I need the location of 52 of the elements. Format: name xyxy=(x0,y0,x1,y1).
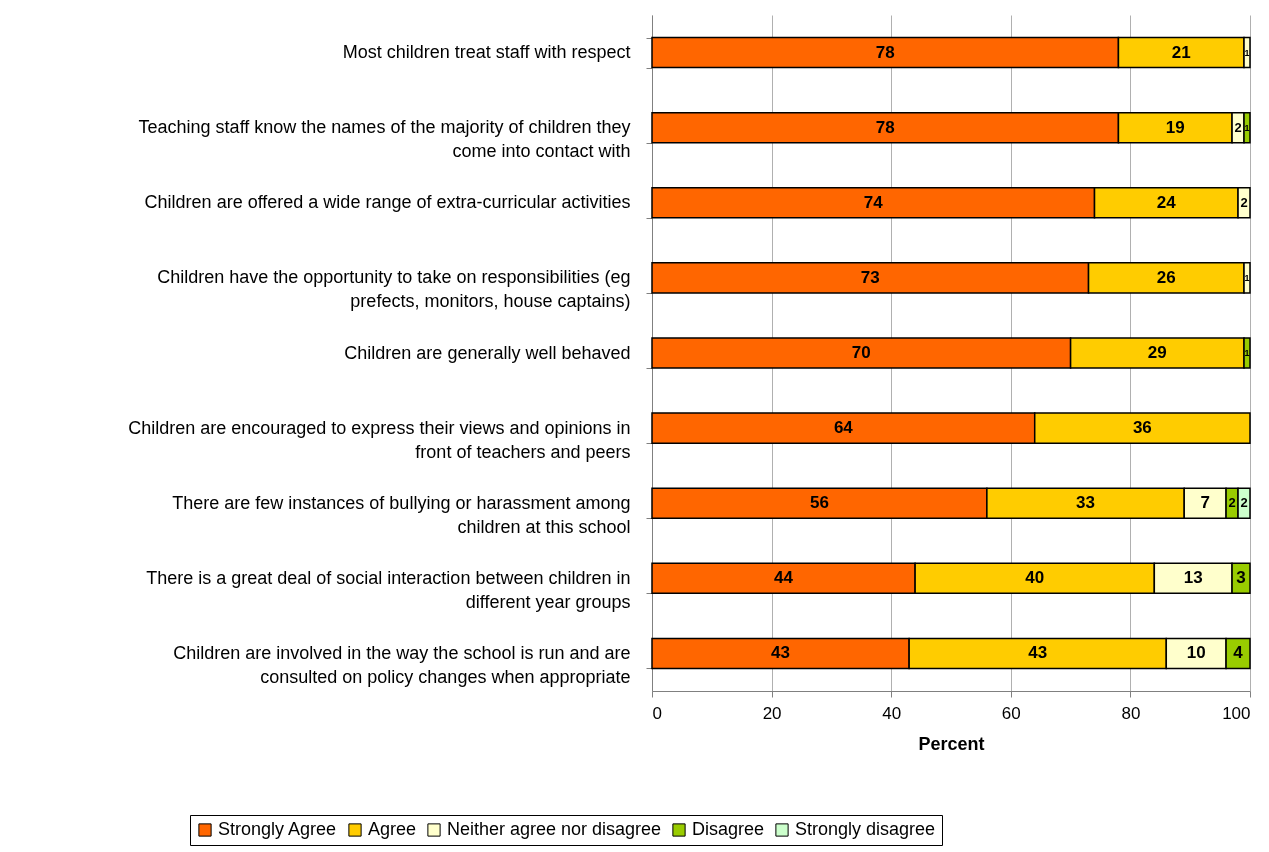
data-label: 2 xyxy=(1228,495,1236,511)
data-label: 44 xyxy=(774,568,794,588)
data-label: 4 xyxy=(1233,643,1244,663)
data-label: 10 xyxy=(1186,643,1206,663)
legend-label: Disagree xyxy=(692,819,765,839)
data-label: 40 xyxy=(1025,568,1045,588)
x-tick-label: 20 xyxy=(762,703,782,723)
x-tick-label: 60 xyxy=(1001,703,1021,723)
data-label: 2 xyxy=(1240,495,1248,511)
legend-label: Agree xyxy=(368,819,417,839)
data-label: 1 xyxy=(1244,47,1250,58)
legend-label: Neither agree nor disagree xyxy=(447,819,662,839)
data-label: 64 xyxy=(833,418,854,438)
x-tick-label: 0 xyxy=(652,703,662,723)
data-label: 13 xyxy=(1183,568,1203,588)
y-tick-label: Most children treat staff with respect xyxy=(342,42,631,63)
data-label: 21 xyxy=(1171,42,1191,62)
y-tick-label: Teaching staff know the names of the majority of children they come into contact with xyxy=(138,117,631,162)
legend-label: Strongly disagree xyxy=(795,819,936,839)
y-tick-label: There are few instances of bullying or harassment among children at this school xyxy=(172,492,631,537)
y-tick-label: There is a great deal of social interaction between children in different year groups xyxy=(146,567,631,612)
data-label: 70 xyxy=(851,343,871,362)
data-label: 3 xyxy=(1236,568,1246,588)
y-tick-label: Children are encouraged to express their views and opinions in front of teachers and peers xyxy=(128,417,631,462)
data-label: 29 xyxy=(1147,343,1167,362)
x-axis-title: Percent xyxy=(918,733,985,754)
data-label: 56 xyxy=(809,493,829,513)
y-tick-label: Children are generally well behaved xyxy=(344,342,631,363)
data-label: 7 xyxy=(1200,493,1210,513)
data-label: 43 xyxy=(1028,643,1048,663)
x-tick-label: 80 xyxy=(1121,703,1141,723)
data-label: 2 xyxy=(1234,119,1242,135)
data-label: 78 xyxy=(875,117,895,137)
data-label: 1 xyxy=(1244,272,1250,283)
data-label: 78 xyxy=(875,42,895,62)
data-label: 1 xyxy=(1244,348,1250,358)
data-label: 2 xyxy=(1240,194,1248,210)
data-label: 74 xyxy=(863,192,884,212)
data-label: 73 xyxy=(860,267,880,287)
data-label: 24 xyxy=(1156,192,1177,212)
data-label: 26 xyxy=(1156,267,1176,287)
y-tick-label: Children have the opportunity to take on responsibilities (eg prefects, monitors, house captains) xyxy=(157,267,631,312)
x-tick-label: 100 xyxy=(1222,703,1251,723)
data-label: 36 xyxy=(1132,418,1152,438)
data-label: 43 xyxy=(771,643,791,663)
y-tick-label: Children are involved in the way the school is run and are consulted on policy changes when appropriate xyxy=(173,642,631,687)
legend-label: Strongly Agree xyxy=(218,819,337,839)
data-label: 33 xyxy=(1076,493,1096,513)
x-tick-label: 40 xyxy=(882,703,902,723)
data-label: 1 xyxy=(1244,122,1250,133)
data-label: 19 xyxy=(1165,117,1185,137)
y-tick-label: Children are offered a wide range of extra-curricular activities xyxy=(144,192,631,213)
